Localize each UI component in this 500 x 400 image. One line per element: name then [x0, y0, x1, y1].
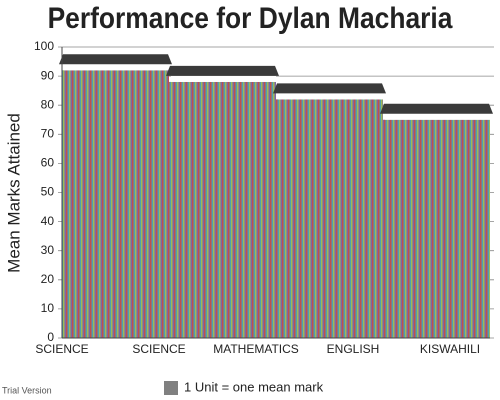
y-tick-label: 100 [34, 39, 54, 53]
watermark: Trial Version [2, 385, 52, 395]
chart-title: Performance for Dylan Macharia [48, 0, 453, 34]
y-tick-label: 20 [41, 272, 55, 286]
x-tick-label: ENGLISH [327, 342, 380, 356]
bar-gap [171, 75, 276, 82]
y-tick-label: 30 [41, 243, 55, 257]
x-tick-label: MATHEMATICS [213, 342, 299, 356]
bar-gap [64, 64, 169, 71]
y-tick-label: 60 [41, 156, 55, 170]
y-tick-label: 80 [41, 97, 55, 111]
legend-swatch [164, 381, 178, 395]
y-tick-label: 10 [41, 301, 55, 315]
bar [169, 81, 276, 339]
bar-cap [166, 65, 279, 76]
bar-cap [273, 83, 386, 94]
y-tick-label: 0 [47, 330, 54, 344]
y-tick-label: 50 [41, 185, 55, 199]
x-tick-label: SCIENCE [132, 342, 185, 356]
y-tick-label: 90 [41, 68, 55, 82]
y-tick-label: 40 [41, 214, 55, 228]
legend-label: 1 Unit = one mean mark [184, 379, 324, 394]
y-tick-label: 70 [41, 126, 55, 140]
bar-gap [278, 93, 383, 100]
y-axis-title: Mean Marks Attained [4, 113, 23, 273]
bar [276, 99, 383, 338]
x-tick-label: SCIENCE [35, 342, 88, 356]
bar [62, 70, 169, 338]
bar [383, 119, 490, 338]
x-tick-label: KISWAHILI [420, 342, 480, 356]
bar-cap [380, 103, 493, 114]
bar-cap [59, 54, 172, 65]
bar-gap [385, 113, 490, 120]
